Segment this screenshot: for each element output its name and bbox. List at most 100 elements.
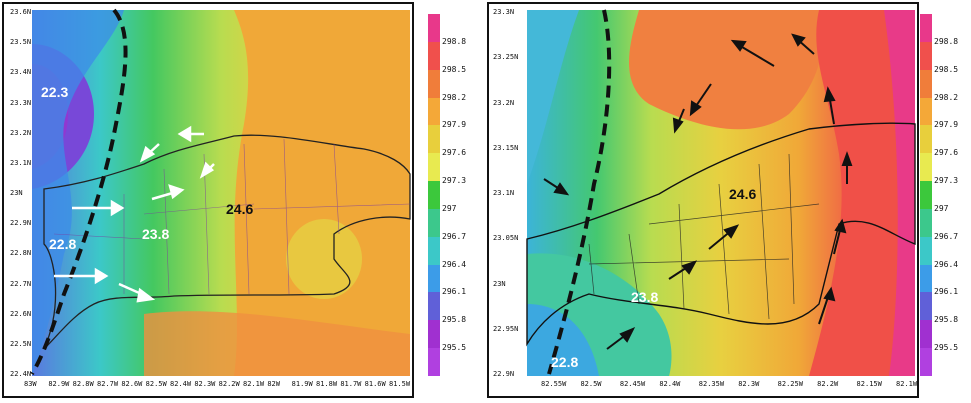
colorbar-label: 297.6 — [442, 148, 467, 158]
lon-tick-label: 82.2W — [218, 380, 240, 388]
lat-tick-label: 23.1N — [10, 158, 32, 167]
lat-tick-label: 23.3N — [10, 98, 32, 107]
right-colorbar: 298.8 298.5 298.2 297.9 297.6 297.3 297 296.7 29… — [920, 14, 968, 376]
colorbar-label: 297.9 — [934, 120, 959, 130]
colorbar-label: 295.8 — [934, 315, 959, 325]
lon-tick-label: 82.7W — [97, 380, 119, 388]
temp-label-3: 22.8 — [551, 354, 579, 370]
lat-tick-label: 23.2N — [493, 98, 515, 107]
colorbar-swatch — [920, 153, 932, 182]
colorbar-label: 298.8 — [934, 36, 959, 46]
lon-tick-label: 82.2W — [817, 380, 839, 388]
left-temperature-map — [30, 8, 411, 376]
lon-tick-label: 82.25W — [777, 380, 803, 388]
lat-tick-label: 22.5N — [10, 339, 32, 348]
wind-arrows — [54, 125, 215, 303]
lon-tick-label: 82.9W — [48, 380, 70, 388]
colorbar-swatch — [428, 208, 440, 237]
wind-arrows — [543, 33, 853, 350]
lat-tick-label: 23.2N — [10, 128, 32, 137]
front-line — [30, 8, 128, 376]
colorbar-swatch — [428, 14, 440, 42]
colorbar-swatch — [920, 69, 932, 98]
right-map-panel: 24.6 23.8 22.8 23.3N 23.25N 23.2N 23.15N 23.… — [487, 2, 919, 398]
colorbar-swatch — [920, 41, 932, 70]
colorbar-label: 296.7 — [934, 231, 959, 241]
temp-label-3: 23.8 — [142, 226, 170, 242]
right-temperature-map — [526, 9, 916, 376]
colorbar-label: 296.4 — [442, 259, 467, 269]
colorbar-swatch — [428, 320, 440, 349]
lon-tick-label: 82.35W — [698, 380, 725, 388]
colorbar-swatch — [920, 97, 932, 126]
colorbar-swatch — [920, 264, 932, 293]
lon-tick-label: 82.4W — [659, 380, 681, 388]
lat-tick-label: 22.7N — [10, 279, 32, 288]
colorbar-label: 298.2 — [442, 92, 467, 102]
lat-tick-label: 23.1N — [493, 189, 515, 197]
colorbar-swatch — [920, 125, 932, 154]
colorbar-label: 295.5 — [442, 343, 467, 353]
colorbar-swatch — [428, 41, 440, 70]
temp-label-1: 24.6 — [729, 186, 757, 202]
lon-tick-label: 82.55W — [541, 380, 567, 388]
lat-tick-label: 23.05N — [493, 234, 519, 243]
colorbar-swatch — [920, 14, 932, 42]
lon-tick-label: 82.5W — [145, 380, 167, 388]
lon-tick-label: 82.15W — [856, 380, 882, 388]
colorbar-swatch — [920, 320, 932, 349]
colorbar-label: 297.3 — [934, 176, 959, 186]
colorbar-label: 297.6 — [934, 148, 959, 158]
colorbar-label: 296.7 — [442, 231, 467, 241]
lat-tick-label: 22.6N — [10, 309, 32, 318]
lat-tick-label: 22.4N — [10, 370, 32, 378]
lat-tick-label: 23.25N — [493, 53, 519, 62]
lon-tick-label: 82.1W — [243, 380, 265, 388]
lat-tick-label: 22.9N — [10, 219, 32, 228]
colorbar-label: 298.2 — [934, 92, 959, 102]
lon-tick-label: 81.8W — [316, 380, 338, 388]
lat-tick-label: 23.6N — [10, 8, 32, 16]
lon-tick-label: 82W — [267, 380, 280, 388]
colorbar-label: 297 — [934, 203, 949, 213]
lat-tick-label: 23N — [10, 189, 23, 197]
colorbar-swatch — [428, 125, 440, 154]
colorbar-swatch — [428, 348, 440, 376]
lon-tick-label: 81.5W — [389, 380, 411, 388]
island-coastline — [526, 122, 916, 347]
left-colorbar: 298.8 298.5 298.2 297.9 297.6 297.3 297 296.7 29… — [428, 14, 474, 376]
lon-tick-label: 82.4W — [170, 380, 192, 388]
lat-tick-label: 22.95N — [493, 324, 519, 333]
front-line — [547, 9, 612, 375]
lat-tick-label: 23.15N — [493, 143, 519, 152]
colorbar-swatch — [428, 264, 440, 293]
lon-tick-label: 82.5W — [580, 380, 602, 388]
lat-tick-label: 23N — [493, 279, 506, 288]
lon-tick-label: 82.8W — [72, 380, 94, 388]
colorbar-label: 295.5 — [934, 343, 959, 353]
colorbar-swatch — [920, 292, 932, 321]
lon-tick-label: 83W — [24, 380, 37, 388]
island-coastline — [43, 134, 411, 350]
lon-tick-label: 81.9W — [291, 380, 313, 388]
temp-label-4: 22.8 — [49, 236, 77, 252]
temp-label-1: 22.3 — [41, 84, 69, 100]
temp-label-2: 23.8 — [631, 289, 659, 305]
colorbar-swatch — [428, 236, 440, 265]
colorbar-swatch — [428, 153, 440, 182]
colorbar-swatch — [920, 236, 932, 265]
left-map-panel: 22.3 24.6 23.8 22.8 23.6N 23.5N 23.4N 23.3N… — [2, 2, 414, 398]
colorbar-swatch — [920, 348, 932, 376]
lon-tick-label: 82.3W — [738, 380, 760, 388]
lon-tick-label: 82.6W — [121, 380, 143, 388]
lat-tick-label: 23.3N — [493, 8, 515, 16]
colorbar-swatch — [920, 181, 932, 209]
lon-tick-label: 81.6W — [364, 380, 386, 388]
lon-tick-label: 81.7W — [340, 380, 362, 388]
colorbar-swatch — [920, 208, 932, 237]
colorbar-swatch — [428, 181, 440, 209]
temp-label-2: 24.6 — [226, 201, 254, 217]
colorbar-label: 298.5 — [442, 64, 467, 74]
lat-tick-label: 22.8N — [10, 249, 32, 258]
colorbar-label: 296.1 — [442, 287, 467, 297]
